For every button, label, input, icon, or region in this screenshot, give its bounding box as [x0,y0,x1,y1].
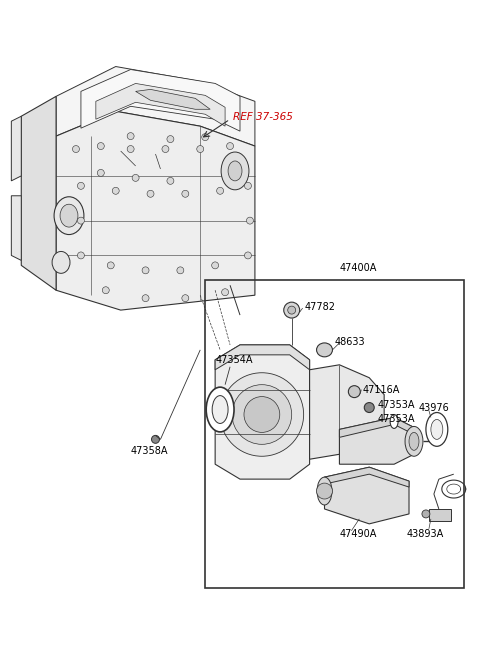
Polygon shape [310,365,384,459]
Ellipse shape [54,196,84,235]
Circle shape [162,146,169,152]
Polygon shape [324,467,409,524]
Circle shape [244,252,252,259]
Ellipse shape [431,419,443,440]
Circle shape [246,217,253,224]
Circle shape [142,295,149,302]
Polygon shape [12,116,21,181]
Circle shape [244,183,252,189]
Circle shape [132,174,139,181]
Polygon shape [324,467,409,487]
Circle shape [220,373,304,456]
Ellipse shape [409,432,419,450]
Circle shape [182,191,189,197]
Circle shape [216,187,224,194]
Circle shape [167,135,174,143]
Circle shape [77,183,84,189]
Circle shape [364,403,374,413]
Polygon shape [96,83,225,126]
Ellipse shape [390,415,398,428]
Ellipse shape [405,426,423,456]
Ellipse shape [206,387,234,432]
Ellipse shape [52,252,70,273]
Circle shape [227,143,234,150]
Circle shape [167,177,174,185]
Text: 47353A: 47353A [377,399,415,409]
Circle shape [97,170,104,176]
Ellipse shape [426,413,448,446]
Circle shape [127,146,134,152]
Circle shape [177,267,184,274]
Polygon shape [56,66,255,146]
Circle shape [77,252,84,259]
Polygon shape [12,196,21,260]
Text: 43893A: 43893A [407,529,444,539]
Circle shape [72,146,79,152]
Polygon shape [21,97,56,290]
Ellipse shape [316,343,333,357]
Circle shape [107,262,114,269]
Circle shape [422,510,430,518]
Text: 47400A: 47400A [339,263,377,273]
Circle shape [182,295,189,302]
Circle shape [316,483,333,499]
Text: 48633: 48633 [335,337,365,347]
Ellipse shape [212,396,228,424]
Ellipse shape [317,477,332,505]
Bar [205,281,464,589]
Circle shape [97,143,104,150]
Circle shape [147,191,154,197]
Polygon shape [339,417,414,438]
Text: 43976: 43976 [419,403,450,413]
Text: REF 37-365: REF 37-365 [233,112,293,122]
Circle shape [142,267,149,274]
Circle shape [284,302,300,318]
Circle shape [232,384,292,444]
Circle shape [222,288,228,296]
Polygon shape [81,70,240,131]
Ellipse shape [228,161,242,181]
Text: 47354A: 47354A [215,355,252,365]
Circle shape [112,187,119,194]
Circle shape [127,133,134,139]
Bar [429,509,451,521]
Text: 47358A: 47358A [131,446,168,456]
Text: 47782: 47782 [305,302,336,312]
Text: 47353A: 47353A [377,415,415,424]
Circle shape [197,146,204,152]
Circle shape [348,386,360,397]
Polygon shape [339,417,414,464]
Circle shape [152,436,159,443]
Ellipse shape [221,152,249,190]
Circle shape [288,306,296,314]
Circle shape [244,397,280,432]
Polygon shape [136,89,210,109]
Polygon shape [56,111,255,310]
Circle shape [202,133,209,141]
Ellipse shape [60,204,78,227]
Circle shape [102,286,109,294]
Text: 47116A: 47116A [362,384,400,395]
Polygon shape [215,345,310,479]
Polygon shape [215,345,310,370]
Circle shape [212,262,218,269]
Text: 47490A: 47490A [339,529,377,539]
Circle shape [77,217,84,224]
